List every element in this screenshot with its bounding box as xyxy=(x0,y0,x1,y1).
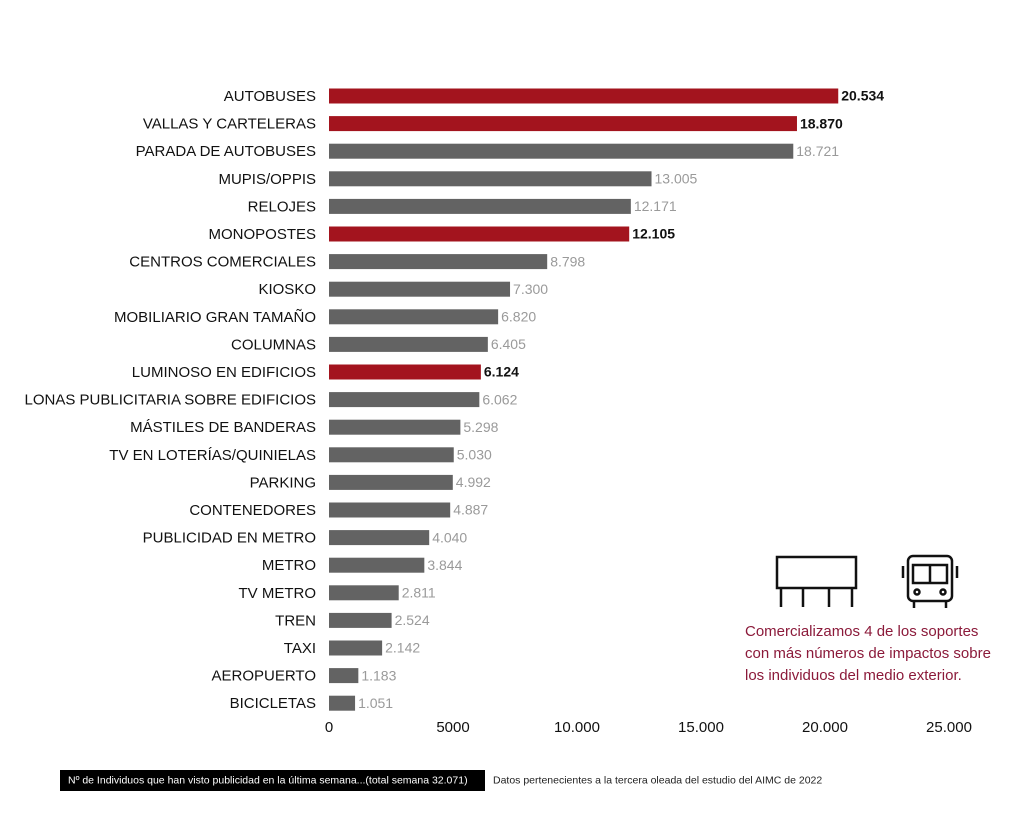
x-tick-label: 15.000 xyxy=(678,719,724,736)
value-label: 4.040 xyxy=(432,529,467,545)
bar xyxy=(329,171,652,187)
value-label: 13.005 xyxy=(655,171,698,187)
value-label: 6.062 xyxy=(482,391,517,407)
bar xyxy=(329,585,399,601)
bar xyxy=(329,143,794,159)
value-label: 6.820 xyxy=(501,309,536,325)
y-tick-label: TAXI xyxy=(284,640,316,657)
bar xyxy=(329,309,499,325)
y-tick-label: MONOPOSTES xyxy=(208,226,316,243)
value-label: 8.798 xyxy=(550,253,585,269)
bar xyxy=(329,419,461,435)
bar xyxy=(329,226,630,242)
footnote: Nº de Individuos que han visto publicida… xyxy=(68,774,468,786)
value-label: 18.870 xyxy=(800,115,843,131)
bar xyxy=(329,392,480,408)
x-tick-label: 20.000 xyxy=(802,719,848,736)
value-label: 2.142 xyxy=(385,640,420,656)
bar xyxy=(329,530,430,546)
y-tick-label: TV EN LOTERÍAS/QUINIELAS xyxy=(109,447,316,464)
value-label: 6.124 xyxy=(484,364,519,380)
bar xyxy=(329,695,356,711)
x-tick-label: 25.000 xyxy=(926,719,972,736)
bar xyxy=(329,88,839,104)
y-tick-label: COLUMNAS xyxy=(231,336,316,353)
value-label: 5.030 xyxy=(457,447,492,463)
value-label: 4.887 xyxy=(453,502,488,518)
y-tick-label: MÁSTILES DE BANDERAS xyxy=(130,419,316,436)
y-tick-label: LUMINOSO EN EDIFICIOS xyxy=(132,364,316,381)
value-label: 1.183 xyxy=(361,667,396,683)
value-label: 18.721 xyxy=(796,143,839,159)
bar xyxy=(329,364,481,380)
footnote-box xyxy=(60,770,485,791)
annotation: los individuos del medio exterior. xyxy=(745,667,962,684)
value-label: 1.051 xyxy=(358,695,393,711)
y-tick-label: PARKING xyxy=(250,474,316,491)
bar xyxy=(329,612,392,628)
value-label: 6.405 xyxy=(491,336,526,352)
x-tick-label: 0 xyxy=(325,719,333,736)
bar xyxy=(329,198,631,214)
x-tick-label: 5000 xyxy=(436,719,469,736)
bar xyxy=(329,116,797,132)
value-label: 5.298 xyxy=(463,419,498,435)
y-tick-label: MOBILIARIO GRAN TAMAÑO xyxy=(114,309,316,326)
billboard-icon xyxy=(775,555,858,607)
y-tick-label: VALLAS Y CARTELERAS xyxy=(143,116,316,133)
bus-icon xyxy=(901,554,959,608)
bar xyxy=(329,447,454,463)
value-label: 4.992 xyxy=(456,474,491,490)
y-tick-label: TV METRO xyxy=(239,585,317,602)
y-tick-label: RELOJES xyxy=(248,198,316,215)
y-tick-label: CENTROS COMERCIALES xyxy=(129,254,316,271)
value-label: 2.524 xyxy=(395,612,430,628)
y-tick-label: TREN xyxy=(275,612,316,629)
y-tick-label: KIOSKO xyxy=(258,281,316,298)
bar xyxy=(329,281,511,297)
value-label: 2.811 xyxy=(402,585,436,601)
bar xyxy=(329,474,453,490)
value-label: 12.105 xyxy=(632,226,675,242)
bar xyxy=(329,254,548,270)
bar xyxy=(329,557,425,573)
y-tick-label: AUTOBUSES xyxy=(224,88,316,105)
bar xyxy=(329,640,383,656)
y-tick-label: PUBLICIDAD EN METRO xyxy=(143,530,316,547)
y-tick-label: PARADA DE AUTOBUSES xyxy=(136,143,316,160)
annotation: Comercializamos 4 de los soportes xyxy=(745,623,978,640)
value-label: 3.844 xyxy=(427,557,462,573)
bar xyxy=(329,336,488,352)
bar xyxy=(329,668,359,684)
bar xyxy=(329,502,451,518)
y-tick-label: LONAS PUBLICITARIA SOBRE EDIFICIOS xyxy=(25,392,316,409)
y-tick-label: CONTENEDORES xyxy=(189,502,316,519)
annotation: con más números de impactos sobre xyxy=(745,645,991,662)
y-tick-label: AEROPUERTO xyxy=(212,668,316,685)
y-tick-label: BICICLETAS xyxy=(230,695,316,712)
value-label: 20.534 xyxy=(841,88,884,104)
y-tick-label: MUPIS/OPPIS xyxy=(218,171,316,188)
source: Datos pertenecientes a la tercera oleada… xyxy=(493,774,822,786)
value-label: 7.300 xyxy=(513,281,548,297)
y-tick-label: METRO xyxy=(262,557,316,574)
value-label: 12.171 xyxy=(634,198,677,214)
x-tick-label: 10.000 xyxy=(554,719,600,736)
